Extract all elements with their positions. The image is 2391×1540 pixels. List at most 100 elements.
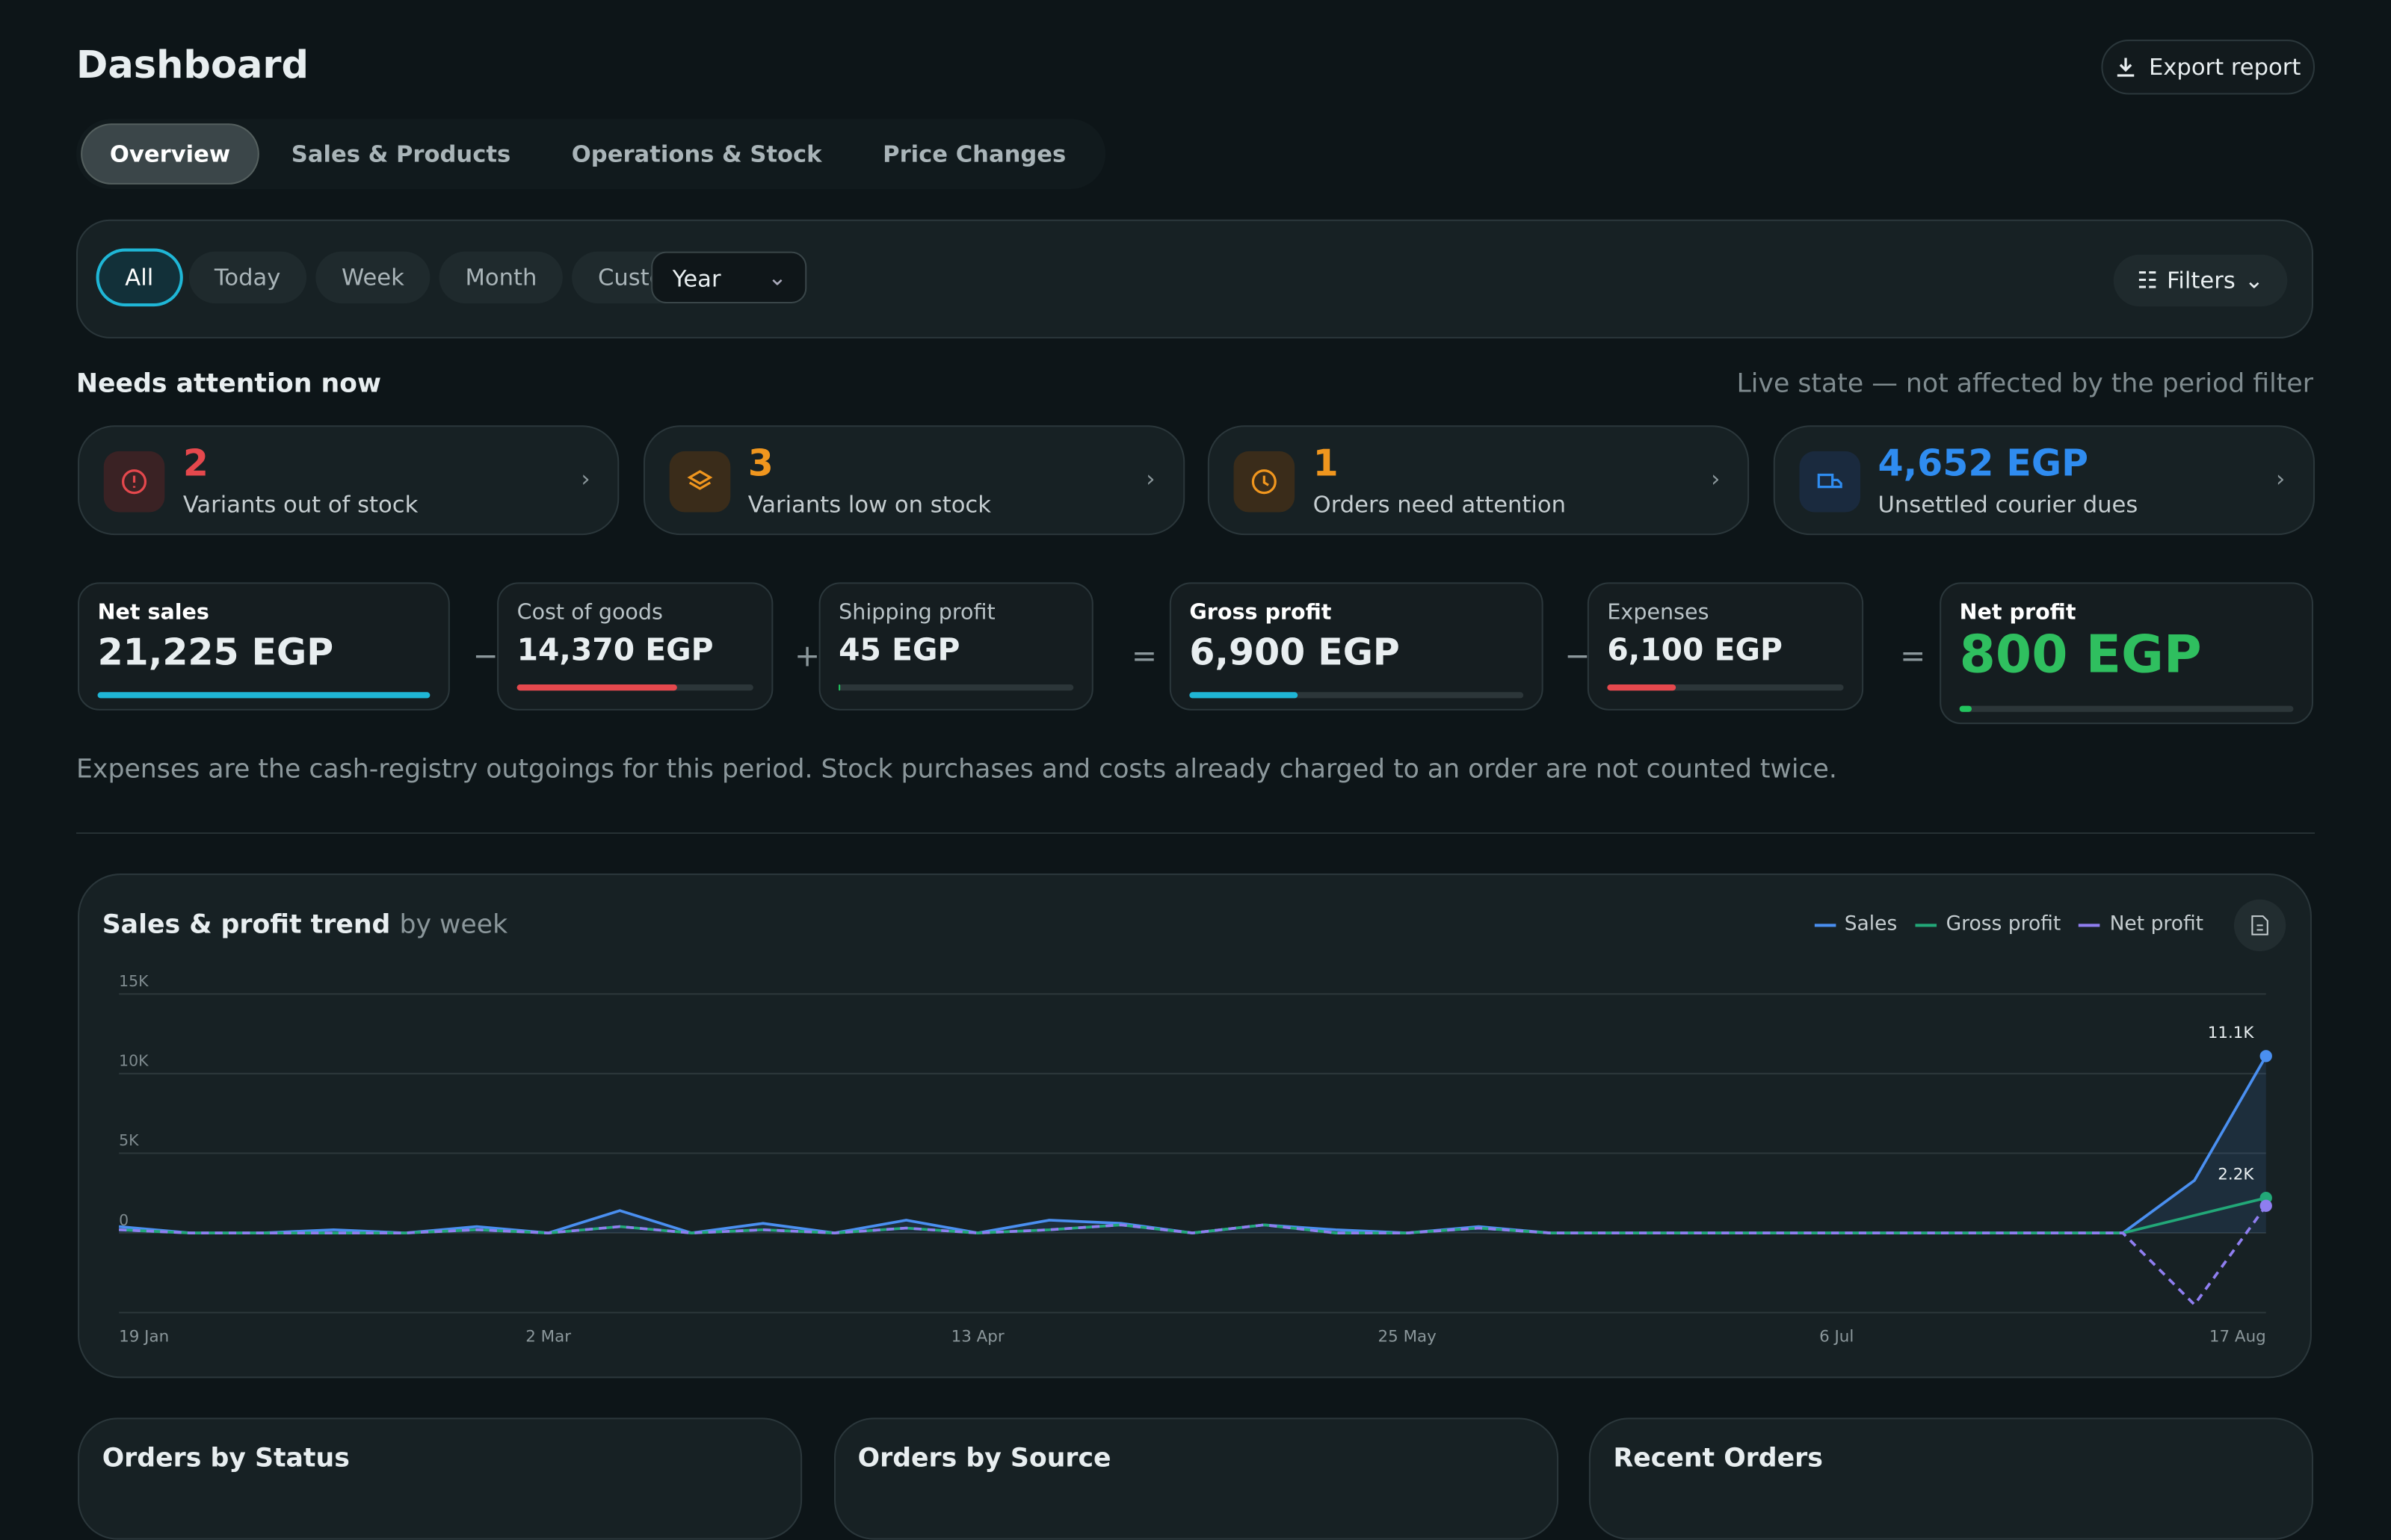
- metric-value: 800 EGP: [1959, 625, 2202, 687]
- value-label: 11.1K: [2208, 1024, 2255, 1042]
- operator: =: [1131, 637, 1158, 674]
- attention-text: Variants low on stock: [747, 490, 992, 519]
- metric-value: 45 EGP: [839, 631, 960, 668]
- period-pill[interactable]: All: [99, 251, 179, 303]
- metric-card: Expenses 6,100 EGP: [1587, 582, 1864, 711]
- period-pills: All Today Week Month Custom: [99, 251, 721, 303]
- metric-value: 14,370 EGP: [516, 631, 714, 668]
- csv-button[interactable]: [2233, 899, 2286, 952]
- chart-title: Sales & profit trend by week: [102, 910, 507, 941]
- attention-card[interactable]: 1 Orders need attention ›: [1207, 425, 1750, 536]
- metric-label: Net profit: [1959, 600, 2076, 625]
- end-point: [2259, 1199, 2272, 1212]
- chevron: ›: [1711, 465, 1721, 492]
- x-tick-label: 19 Jan: [119, 1327, 169, 1346]
- x-tick-label: 2 Mar: [525, 1327, 571, 1346]
- line: [118, 1055, 2268, 1234]
- operator: −: [472, 637, 499, 674]
- tab[interactable]: Sales & Products: [291, 140, 511, 168]
- metric-card: Shipping profit 45 EGP: [818, 582, 1093, 711]
- metric-label: Shipping profit: [839, 600, 996, 625]
- chevron: ›: [1146, 465, 1156, 492]
- metric-label: Cost of goods: [516, 600, 663, 625]
- legend: Sales Gross profit Net profit: [1813, 913, 2203, 936]
- y-tick-label: 10K: [119, 1052, 149, 1070]
- filters-label: Filters: [2167, 267, 2236, 294]
- progress-track: [1189, 692, 1524, 699]
- chart-subtitle: by week: [399, 909, 508, 941]
- chevron: ›: [2275, 465, 2286, 492]
- progress-track: [1607, 684, 1844, 691]
- progress-bar: [97, 692, 431, 699]
- metric-label: Gross profit: [1189, 600, 1332, 625]
- metric-card: Net sales 21,225 EGP: [78, 582, 450, 711]
- attention-card[interactable]: 4,652 EGP Unsettled courier dues ›: [1772, 425, 2315, 536]
- period-pill[interactable]: Today: [188, 251, 307, 303]
- legend-item: Gross profit: [1915, 913, 2061, 936]
- filters-button[interactable]: ☷ Filters ⌄: [2113, 254, 2288, 307]
- progress-bar: [1959, 705, 1972, 712]
- panel-title: Recent Orders: [1613, 1444, 1823, 1474]
- period-pill[interactable]: Week: [315, 251, 431, 303]
- progress-bar: [1607, 684, 1676, 691]
- line: [119, 1205, 2268, 1307]
- chart-card: Sales & profit trend by week Sales Gross …: [78, 873, 2312, 1379]
- attention-icon: [1233, 451, 1295, 513]
- page-title: Dashboard: [76, 43, 309, 87]
- period-select-value: Year: [672, 265, 721, 293]
- metric-label: Net sales: [97, 600, 209, 625]
- x-tick-label: 6 Jul: [1819, 1327, 1854, 1346]
- attention-count: 3: [747, 442, 774, 485]
- operator: −: [1564, 637, 1591, 674]
- attention-icon: [1798, 451, 1860, 513]
- metrics-note: Expenses are the cash-registry outgoings…: [76, 754, 1837, 785]
- y-tick-label: 15K: [119, 972, 149, 990]
- attention-text: Unsettled courier dues: [1878, 490, 2138, 519]
- tab-bar: Overview Sales & Products Operations & Sto…: [76, 119, 1106, 189]
- section-note: Live state — not affected by the period …: [1736, 368, 2313, 400]
- legend-swatch: [1813, 923, 1836, 927]
- y-tick-label: 5K: [119, 1131, 139, 1149]
- area: [119, 1056, 2266, 1234]
- tab[interactable]: Price Changes: [883, 140, 1067, 168]
- period-bar: All Today Week Month Custom Year ⌄ ☷ Filters …: [76, 219, 2313, 338]
- dashboard: Dashboard Export report Overview Sales & …: [76, 40, 2316, 1540]
- chart-title-text: Sales & profit trend: [102, 909, 391, 941]
- metric-value: 21,225 EGP: [97, 631, 334, 674]
- chart: 0 5K 10K 15K 19 Jan 2 Mar 13 Apr 25 May 6 Jul 17 …: [118, 972, 2272, 1346]
- period-select[interactable]: Year ⌄: [651, 251, 807, 303]
- panel: Recent Orders: [1588, 1417, 2313, 1540]
- attention-text: Orders need attention: [1312, 490, 1567, 519]
- metric-value: 6,100 EGP: [1607, 631, 1783, 668]
- chevron: ⌄: [768, 263, 787, 291]
- icon: [1816, 473, 1842, 489]
- attention-card[interactable]: 2 Variants out of stock ›: [78, 425, 620, 536]
- attention-count: 4,652 EGP: [1878, 442, 2088, 485]
- progress-track: [97, 692, 431, 699]
- divider: [76, 832, 2316, 834]
- legend-item: Sales: [1813, 913, 1898, 936]
- metric-card: Gross profit 6,900 EGP: [1169, 582, 1543, 711]
- attention-card[interactable]: 3 Variants low on stock ›: [642, 425, 1185, 536]
- legend-label: Sales: [1844, 913, 1898, 936]
- legend-item: Net profit: [2079, 913, 2203, 936]
- export-label: Export report: [2148, 53, 2301, 81]
- page: Dashboard Export report Overview Sales & …: [76, 40, 2316, 1540]
- tab[interactable]: Operations & Stock: [571, 140, 822, 168]
- y-tick-label: 0: [119, 1211, 129, 1229]
- section-title: Needs attention now: [76, 368, 382, 400]
- file-icon: [2251, 915, 2268, 936]
- metric-card: Net profit 800 EGP: [1940, 582, 2313, 725]
- metric-value: 6,900 EGP: [1189, 631, 1400, 674]
- export-button[interactable]: Export report: [2101, 40, 2316, 95]
- metric-label: Expenses: [1607, 600, 1709, 625]
- panel-title: Orders by Source: [857, 1444, 1111, 1474]
- progress-track: [516, 684, 753, 691]
- period-pill[interactable]: Month: [439, 251, 564, 303]
- operator: +: [794, 637, 821, 674]
- panel: Orders by Source: [833, 1417, 1558, 1540]
- panel-title: Orders by Status: [102, 1444, 350, 1474]
- metric-card: Cost of goods 14,370 EGP: [497, 582, 774, 711]
- icon: [686, 470, 712, 490]
- tab[interactable]: Overview: [82, 125, 258, 183]
